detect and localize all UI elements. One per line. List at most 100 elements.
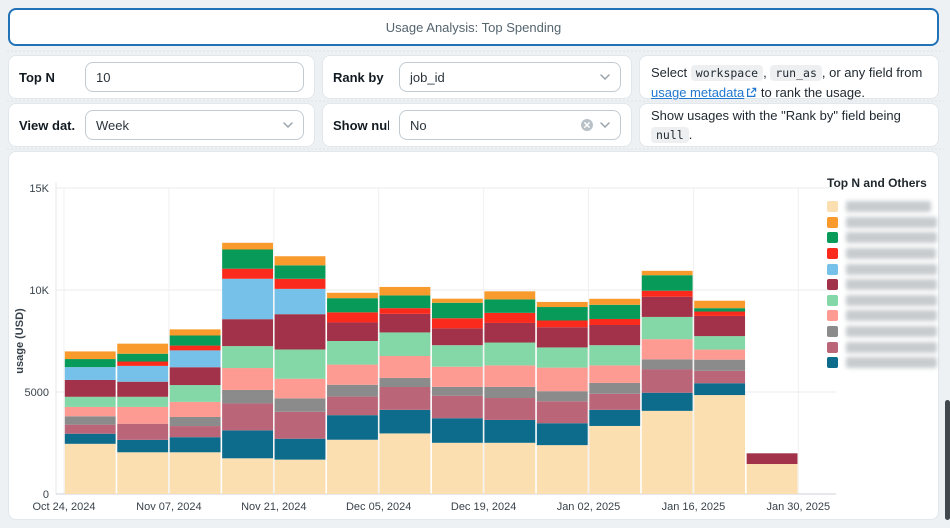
bar-segment[interactable] bbox=[484, 386, 536, 399]
bar-segment[interactable] bbox=[327, 322, 378, 341]
bar-segment[interactable] bbox=[694, 395, 746, 494]
bar-segment[interactable] bbox=[694, 308, 746, 312]
bar-segment[interactable] bbox=[589, 409, 641, 426]
bar-segment[interactable] bbox=[536, 401, 588, 424]
bar-segment[interactable] bbox=[641, 359, 693, 370]
bar-segment[interactable] bbox=[64, 359, 116, 368]
bar-segment[interactable] bbox=[117, 361, 169, 366]
bar-segment[interactable] bbox=[64, 379, 116, 397]
bar-segment[interactable] bbox=[222, 242, 273, 250]
bar-segment[interactable] bbox=[117, 423, 169, 440]
bar-segment[interactable] bbox=[536, 423, 588, 446]
bar-segment[interactable] bbox=[117, 381, 169, 397]
bar-segment[interactable] bbox=[274, 411, 326, 439]
bar-segment[interactable] bbox=[117, 406, 169, 424]
bar-segment[interactable] bbox=[169, 350, 221, 368]
bar-segment[interactable] bbox=[589, 345, 641, 366]
bar-segment[interactable] bbox=[117, 396, 169, 407]
bar-segment[interactable] bbox=[589, 298, 641, 305]
bar-segment[interactable] bbox=[222, 346, 273, 369]
bar-segment[interactable] bbox=[484, 419, 536, 443]
bar-segment[interactable] bbox=[589, 318, 641, 325]
bar-segment[interactable] bbox=[169, 437, 221, 453]
bar-segment[interactable] bbox=[169, 335, 221, 346]
bar-segment[interactable] bbox=[431, 418, 483, 443]
bar-segment[interactable] bbox=[641, 275, 693, 291]
bar-segment[interactable] bbox=[431, 328, 483, 346]
bar-segment[interactable] bbox=[64, 424, 116, 434]
bar-segment[interactable] bbox=[274, 459, 326, 494]
bar-segment[interactable] bbox=[536, 301, 588, 308]
bar-segment[interactable] bbox=[327, 396, 378, 416]
clear-icon[interactable] bbox=[580, 118, 594, 132]
bar-segment[interactable] bbox=[694, 336, 746, 350]
bar-segment[interactable] bbox=[169, 416, 221, 427]
bar-segment[interactable] bbox=[536, 347, 588, 368]
bar-segment[interactable] bbox=[431, 298, 483, 303]
bar-segment[interactable] bbox=[117, 353, 169, 362]
bar-segment[interactable] bbox=[484, 442, 536, 494]
chevron-down-icon[interactable] bbox=[600, 122, 610, 128]
bar-segment[interactable] bbox=[589, 304, 641, 319]
bar-segment[interactable] bbox=[64, 406, 116, 417]
bar-segment[interactable] bbox=[431, 442, 483, 494]
legend-item[interactable] bbox=[827, 293, 937, 309]
bar-segment[interactable] bbox=[431, 318, 483, 329]
bar-segment[interactable] bbox=[431, 345, 483, 367]
bar-segment[interactable] bbox=[694, 300, 746, 309]
bar-segment[interactable] bbox=[641, 339, 693, 360]
chevron-down-icon[interactable] bbox=[283, 122, 293, 128]
bar-segment[interactable] bbox=[274, 256, 326, 266]
bar-segment[interactable] bbox=[484, 299, 536, 313]
bar-segment[interactable] bbox=[484, 312, 536, 323]
bar-segment[interactable] bbox=[589, 365, 641, 383]
bar-segment[interactable] bbox=[694, 370, 746, 384]
bar-segment[interactable] bbox=[64, 433, 116, 444]
bar-segment[interactable] bbox=[169, 452, 221, 494]
bar-segment[interactable] bbox=[536, 367, 588, 392]
scrollbar-thumb[interactable] bbox=[945, 400, 950, 520]
bar-segment[interactable] bbox=[117, 343, 169, 354]
bar-segment[interactable] bbox=[169, 401, 221, 417]
bar-segment[interactable] bbox=[64, 416, 116, 425]
bar-segment[interactable] bbox=[484, 365, 536, 387]
bar-segment[interactable] bbox=[117, 365, 169, 382]
bar-segment[interactable] bbox=[327, 439, 378, 494]
bar-segment[interactable] bbox=[641, 290, 693, 297]
legend-item[interactable] bbox=[827, 246, 937, 262]
bar-segment[interactable] bbox=[694, 311, 746, 316]
legend-item[interactable] bbox=[827, 277, 937, 293]
bar-segment[interactable] bbox=[222, 403, 273, 431]
bar-segment[interactable] bbox=[484, 291, 536, 300]
bar-segment[interactable] bbox=[536, 320, 588, 328]
bar-segment[interactable] bbox=[484, 398, 536, 420]
bar-segment[interactable] bbox=[169, 345, 221, 351]
legend-item[interactable] bbox=[827, 199, 937, 215]
bar-segment[interactable] bbox=[641, 296, 693, 317]
bar-segment[interactable] bbox=[746, 453, 798, 465]
bar-segment[interactable] bbox=[327, 298, 378, 313]
chevron-down-icon[interactable] bbox=[600, 74, 610, 80]
bar-segment[interactable] bbox=[379, 286, 431, 296]
bar-segment[interactable] bbox=[169, 367, 221, 386]
bar-segment[interactable] bbox=[327, 341, 378, 365]
legend-item[interactable] bbox=[827, 355, 937, 371]
legend-item[interactable] bbox=[827, 230, 937, 246]
bar-segment[interactable] bbox=[431, 386, 483, 396]
bar-segment[interactable] bbox=[379, 308, 431, 314]
bar-segment[interactable] bbox=[484, 342, 536, 366]
bar-segment[interactable] bbox=[694, 349, 746, 360]
bar-segment[interactable] bbox=[274, 398, 326, 412]
bar-segment[interactable] bbox=[222, 430, 273, 459]
bar-segment[interactable] bbox=[589, 382, 641, 394]
bar-segment[interactable] bbox=[64, 351, 116, 360]
bar-segment[interactable] bbox=[222, 249, 273, 269]
legend-item[interactable] bbox=[827, 339, 937, 355]
bar-segment[interactable] bbox=[274, 438, 326, 460]
legend-item[interactable] bbox=[827, 308, 937, 324]
bar-segment[interactable] bbox=[222, 368, 273, 390]
bar-segment[interactable] bbox=[484, 322, 536, 343]
bar-segment[interactable] bbox=[641, 369, 693, 393]
bar-segment[interactable] bbox=[222, 458, 273, 494]
bar-segment[interactable] bbox=[222, 268, 273, 279]
